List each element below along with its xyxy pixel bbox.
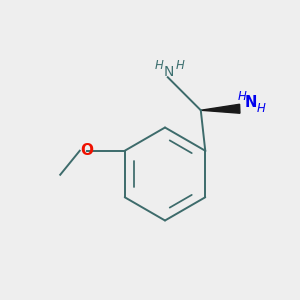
Text: H: H [238, 90, 247, 103]
Text: H: H [257, 102, 266, 115]
Text: H: H [155, 59, 164, 72]
Text: H: H [176, 59, 185, 72]
Text: N: N [245, 95, 257, 110]
Text: N: N [164, 65, 175, 79]
Polygon shape [201, 104, 240, 113]
Text: O: O [81, 143, 94, 158]
